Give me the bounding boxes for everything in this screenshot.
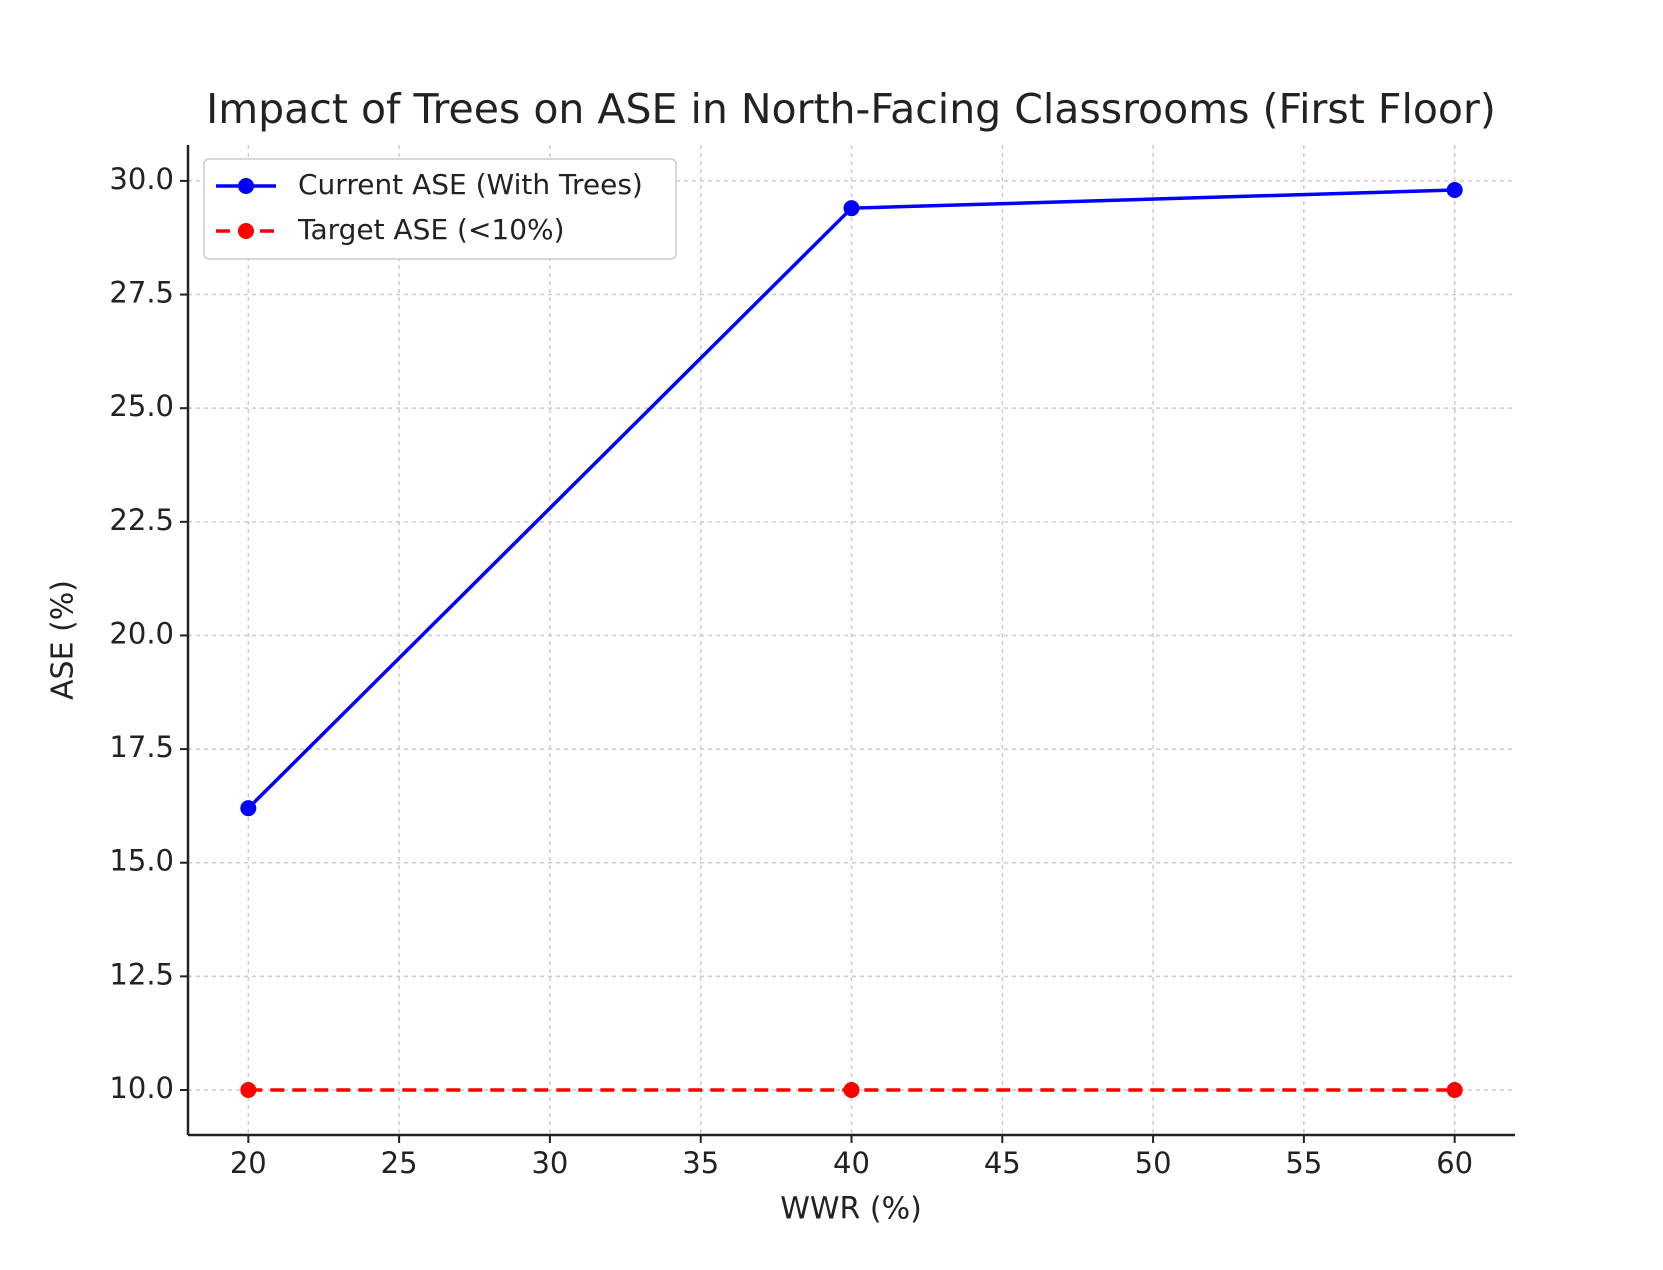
point bbox=[843, 200, 860, 217]
point bbox=[240, 800, 257, 817]
x-tick-label: 45 bbox=[984, 1146, 1021, 1180]
y-tick-label: 17.5 bbox=[109, 730, 174, 764]
y-tick-label: 15.0 bbox=[109, 844, 174, 878]
y-tick-label: 20.0 bbox=[109, 616, 174, 650]
legend-box bbox=[203, 158, 677, 260]
y-tick-label: 30.0 bbox=[109, 162, 174, 196]
y-tick-label: 12.5 bbox=[109, 957, 174, 991]
chart-title: Impact of Trees on ASE in North-Facing C… bbox=[206, 85, 1496, 133]
legend-label: Current ASE (With Trees) bbox=[298, 168, 643, 201]
x-tick-label: 60 bbox=[1436, 1146, 1473, 1180]
legend-marker bbox=[238, 223, 254, 239]
point bbox=[240, 1082, 257, 1098]
x-tick-label: 20 bbox=[230, 1146, 267, 1180]
point bbox=[843, 1082, 860, 1098]
y-tick-label: 10.0 bbox=[109, 1071, 174, 1105]
y-tick-label: 22.5 bbox=[109, 503, 174, 537]
x-axis-label: WWR (%) bbox=[780, 1192, 922, 1227]
x-tick-label: 55 bbox=[1285, 1146, 1322, 1180]
x-tick-label: 30 bbox=[531, 1146, 568, 1180]
legend-label: Target ASE (<10%) bbox=[297, 213, 565, 246]
x-tick-label: 25 bbox=[381, 1146, 418, 1180]
x-tick-label: 50 bbox=[1135, 1146, 1172, 1180]
x-tick-label: 35 bbox=[682, 1146, 719, 1180]
legend-marker bbox=[238, 178, 254, 194]
y-tick-label: 25.0 bbox=[109, 389, 174, 423]
y-axis-label: ASE (%) bbox=[46, 580, 81, 700]
point bbox=[1446, 182, 1463, 198]
point bbox=[1446, 1082, 1463, 1098]
y-tick-label: 27.5 bbox=[109, 276, 174, 310]
x-tick-label: 40 bbox=[833, 1146, 870, 1180]
